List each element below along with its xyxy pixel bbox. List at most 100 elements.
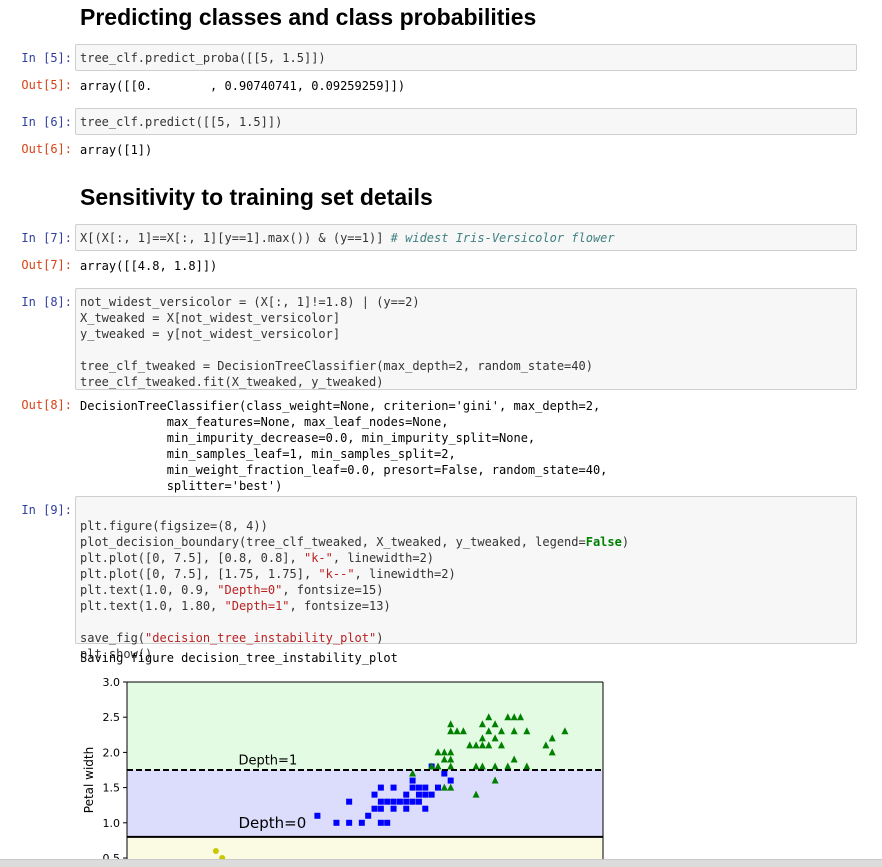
data-point-square — [377, 805, 384, 812]
code-text: plt.plot([0, 7.5], [1.75, 1.75], — [80, 567, 319, 581]
data-point-triangle — [466, 741, 474, 749]
decision-region — [127, 836, 603, 860]
code-line — [80, 342, 593, 358]
output-line: DecisionTreeClassifier(class_weight=None… — [80, 399, 601, 413]
data-point-triangle — [504, 762, 512, 770]
code-text: , fontsize=13) — [289, 599, 391, 613]
data-point-square — [409, 798, 416, 805]
data-point-triangle — [440, 748, 448, 756]
code-string: "k--" — [318, 567, 355, 581]
data-point-square — [384, 819, 391, 826]
code-string: "Depth=0" — [217, 583, 283, 597]
input-prompt: In [9]: — [21, 503, 72, 517]
code-line: X[(X[:, 1]==X[:, 1][y==1].max()) & (y==1… — [80, 230, 615, 246]
code-cell-input[interactable] — [75, 496, 857, 644]
code-line: tree_clf_tweaked = DecisionTreeClassifie… — [80, 359, 593, 373]
output-prompt: Out[7]: — [21, 258, 72, 272]
output-prompt: Out[8]: — [21, 398, 72, 412]
data-point-square — [415, 791, 422, 798]
data-point-triangle — [472, 790, 480, 798]
data-point-square — [415, 784, 422, 791]
output-text: array([[4.8, 1.8]]) — [80, 259, 218, 273]
code-comment: # widest Iris-Versicolor flower — [390, 231, 615, 245]
data-point-triangle — [459, 727, 467, 735]
code-line: plt.text(1.0, 1.80, "Depth=1", fontsize=… — [80, 598, 629, 614]
y-tick-label: 2.0 — [103, 746, 121, 759]
data-point-triangle — [440, 783, 448, 791]
data-point-square — [346, 819, 353, 826]
data-point-triangle — [428, 762, 436, 770]
section-heading-predicting: Predicting classes and class probabiliti… — [80, 4, 537, 30]
data-point-square — [390, 798, 397, 805]
code-text: ) — [376, 631, 384, 645]
output-text: Saving figure decision_tree_instability_… — [80, 651, 398, 665]
code-text: , fontsize=15) — [282, 583, 384, 597]
code-cell-input[interactable] — [75, 288, 857, 390]
data-point-square — [422, 784, 429, 791]
code-text: ) — [621, 535, 630, 549]
data-point-triangle — [409, 769, 417, 777]
code-cell-input[interactable] — [75, 108, 857, 135]
code-line: not_widest_versicolor = (X[:, 1]!=1.8) |… — [80, 295, 420, 309]
y-tick-label: 2.5 — [103, 711, 121, 724]
decision-boundary-plot: 0.5 1.0 1.5 2.0 2.5 3.0 Petal width Depth=0 Dept… — [82, 676, 604, 860]
y-axis-label: Petal width — [82, 747, 96, 813]
code-keyword: False — [585, 535, 622, 549]
y-tick-label: 0.5 — [103, 852, 121, 860]
output-line: splitter='best') — [80, 479, 283, 493]
data-point-triangle — [491, 720, 499, 728]
output-prompt: Out[5]: — [21, 78, 72, 92]
data-point-triangle — [453, 727, 461, 735]
y-tick-label: 1.0 — [103, 817, 121, 830]
code-string: "k-" — [303, 551, 333, 565]
output-text: array([1]) — [80, 143, 153, 157]
data-point-triangle — [510, 727, 518, 735]
data-point-triangle — [485, 713, 493, 721]
code-string: "Depth=1" — [224, 599, 290, 613]
data-point-triangle — [510, 755, 518, 763]
data-point-triangle — [504, 713, 512, 721]
data-point-square — [371, 805, 378, 812]
code-line: X_tweaked = X[not_widest_versicolor] — [80, 311, 341, 325]
data-point-triangle — [548, 748, 556, 756]
data-point-square — [434, 784, 441, 791]
data-point-triangle — [472, 741, 480, 749]
code-cell-input[interactable] — [75, 224, 857, 251]
section-heading-sensitivity: Sensitivity to training set details — [80, 184, 433, 210]
data-point-square — [384, 798, 391, 805]
data-point-triangle — [447, 720, 455, 728]
horizontal-scrollbar[interactable] — [0, 859, 882, 867]
input-prompt: In [6]: — [21, 115, 72, 129]
data-point-triangle — [478, 720, 486, 728]
data-point-square — [396, 798, 403, 805]
output-block: DecisionTreeClassifier(class_weight=None… — [80, 398, 607, 494]
data-point-square — [403, 791, 410, 798]
code-line: save_fig("decision_tree_instability_plot… — [80, 630, 629, 646]
decision-region — [127, 770, 603, 837]
output-line: min_samples_leaf=1, min_samples_split=2, — [80, 447, 456, 461]
data-point-triangle — [447, 762, 455, 770]
data-point-triangle — [491, 776, 499, 784]
code-line: plot_decision_boundary(tree_clf_tweaked,… — [80, 534, 629, 550]
data-point-square — [371, 791, 378, 798]
data-point-triangle — [434, 762, 442, 770]
data-point-triangle — [561, 727, 569, 735]
input-prompt: In [8]: — [21, 295, 72, 309]
code-cell-input[interactable] — [75, 44, 857, 71]
data-point-square — [403, 805, 410, 812]
code-text: X[(X[:, 1]==X[:, 1][y==1].max()) & (y==1… — [80, 231, 391, 245]
data-point-square — [415, 798, 422, 805]
input-prompt: In [5]: — [21, 51, 72, 65]
data-point-square — [377, 784, 384, 791]
output-text: array([[0. , 0.90740741, 0.09259259]]) — [80, 79, 406, 93]
code-line: tree_clf_tweaked.fit(X_tweaked, y_tweake… — [80, 375, 384, 389]
output-line: min_weight_fraction_leaf=0.0, presort=Fa… — [80, 463, 608, 477]
data-point-triangle — [485, 727, 493, 735]
code-line: plt.figure(figsize=(8, 4)) — [80, 519, 268, 533]
data-point-square — [409, 784, 416, 791]
code-block: not_widest_versicolor = (X[:, 1]!=1.8) |… — [80, 294, 593, 390]
output-line: max_features=None, max_leaf_nodes=None, — [80, 415, 449, 429]
data-point-triangle — [478, 762, 486, 770]
code-line: tree_clf.predict_proba([[5, 1.5]]) — [80, 51, 326, 65]
data-point-square — [422, 791, 429, 798]
